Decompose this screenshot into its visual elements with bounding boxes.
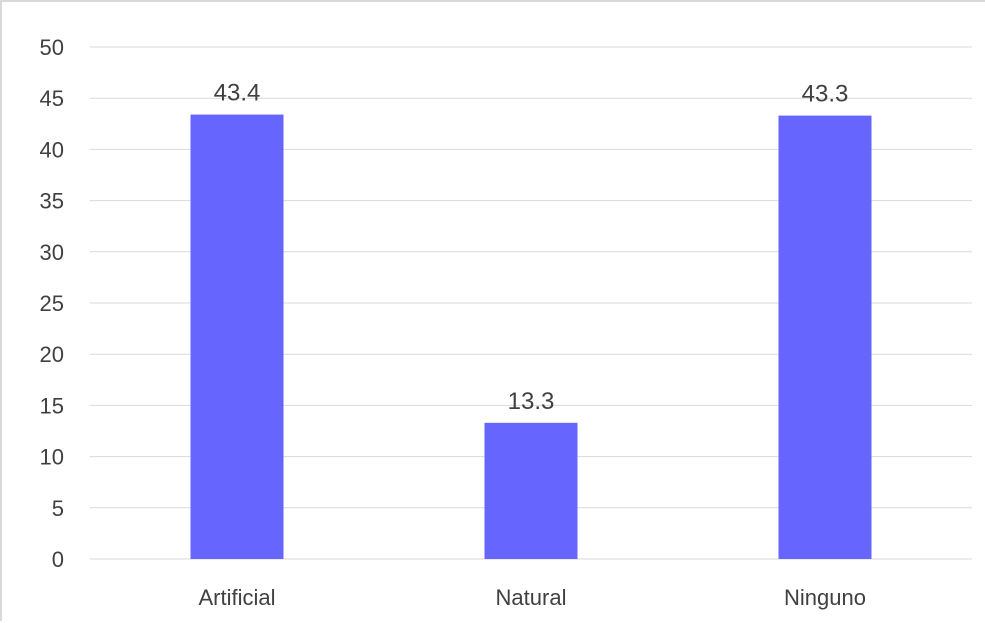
y-tick-label: 15 xyxy=(40,393,64,418)
y-tick-label: 50 xyxy=(40,35,64,60)
x-axis-categories: Artificial Natural Ninguno xyxy=(198,585,865,610)
bar-ninguno xyxy=(778,115,872,559)
y-tick-label: 10 xyxy=(40,445,64,470)
bar-artificial xyxy=(190,114,284,560)
y-tick-label: 0 xyxy=(52,547,64,572)
y-tick-label: 25 xyxy=(40,291,64,316)
data-labels: 43.4 13.3 43.3 xyxy=(214,80,849,415)
y-tick-label: 40 xyxy=(40,137,64,162)
data-label: 43.3 xyxy=(802,81,849,108)
data-label: 43.4 xyxy=(214,80,261,107)
y-tick-label: 5 xyxy=(52,496,64,521)
x-category-label: Natural xyxy=(496,585,567,610)
bar-natural xyxy=(484,422,578,559)
y-tick-label: 30 xyxy=(40,240,64,265)
data-label: 13.3 xyxy=(508,388,555,415)
y-tick-label: 20 xyxy=(40,342,64,367)
bars xyxy=(190,114,872,560)
x-category-label: Ninguno xyxy=(784,585,866,610)
x-category-label: Artificial xyxy=(198,585,275,610)
y-axis-ticks: 0 5 10 15 20 25 30 35 40 45 50 xyxy=(40,35,64,572)
y-tick-label: 45 xyxy=(40,86,64,111)
y-tick-label: 35 xyxy=(40,189,64,214)
